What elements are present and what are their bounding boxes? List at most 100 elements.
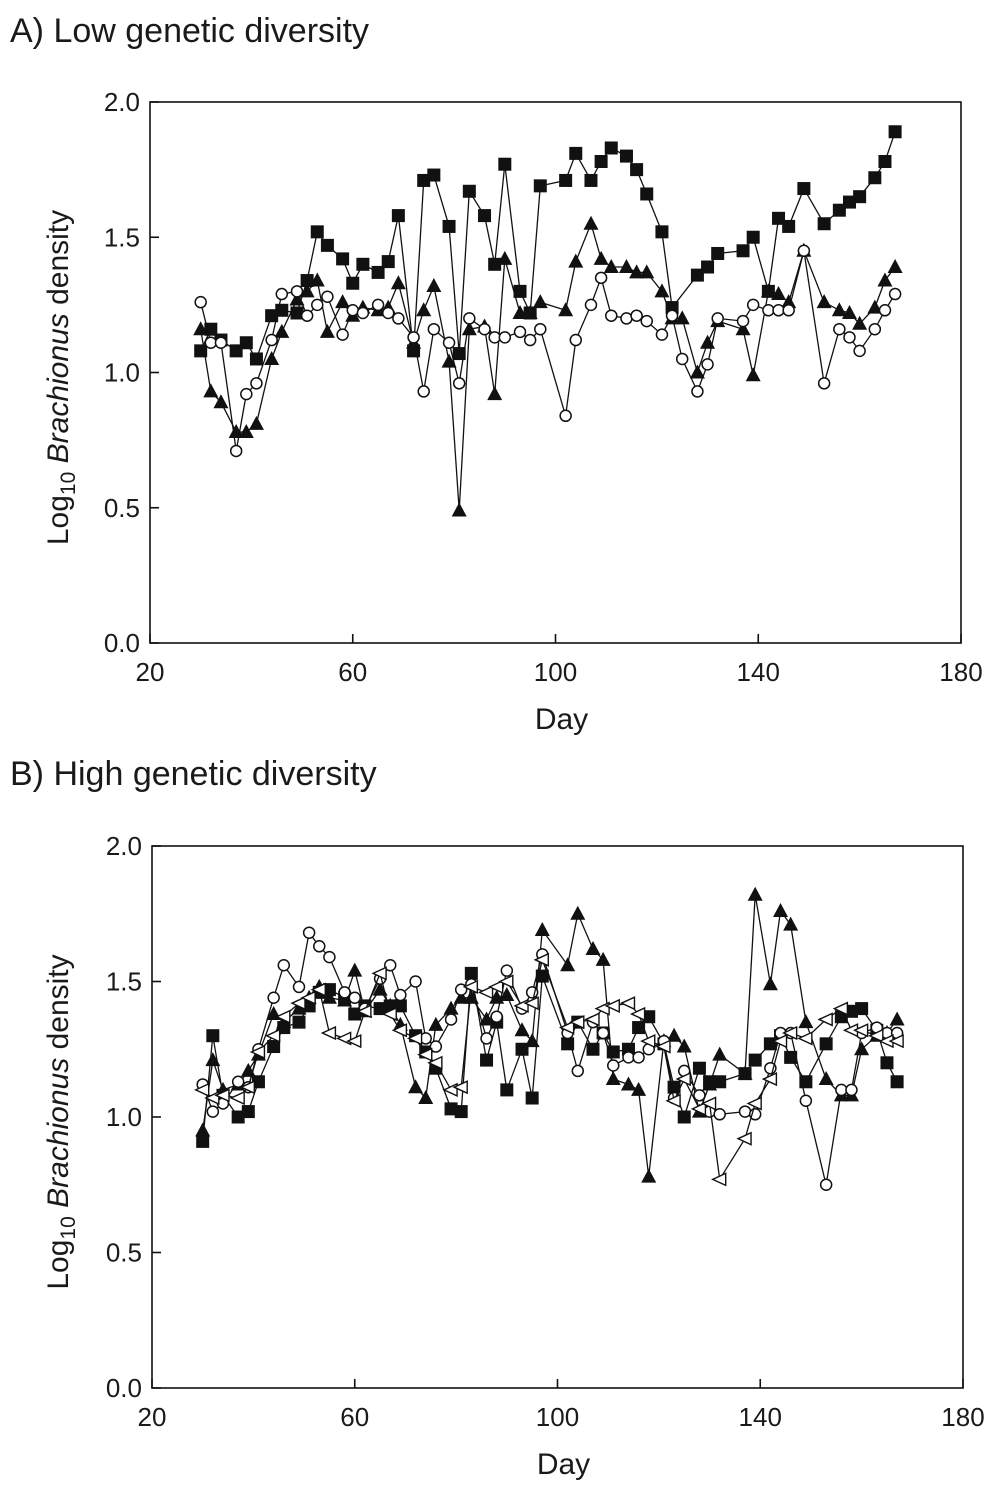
data-point-circles — [888, 287, 902, 301]
data-point-squares — [748, 1053, 762, 1067]
data-point-triangles — [666, 1027, 682, 1042]
data-point-triangles-left-open — [584, 1012, 600, 1027]
data-point-triangles-left-open — [417, 1047, 433, 1062]
data-point-circles — [868, 322, 882, 336]
data-point-circles — [346, 304, 359, 317]
data-point-triangles — [195, 1122, 211, 1137]
data-point-triangles-left-open — [604, 998, 620, 1013]
data-point-triangles-left-open — [371, 966, 387, 981]
data-point-circles — [275, 287, 289, 301]
data-point-triangles — [497, 250, 513, 265]
data-point-triangles — [639, 264, 655, 279]
data-point-squares — [320, 238, 334, 252]
series-squares — [196, 966, 904, 1148]
data-point-circles — [348, 991, 361, 1005]
data-point-squares — [391, 209, 405, 223]
data-point-squares — [204, 322, 218, 336]
data-point-triangles — [213, 394, 229, 409]
data-point-circles — [214, 336, 228, 349]
data-point-squares — [855, 1002, 869, 1016]
data-point-triangles — [593, 250, 609, 265]
data-point-circles — [277, 958, 291, 972]
data-point-circles — [665, 309, 679, 322]
series-triangles-left-open — [194, 952, 904, 1187]
data-point-squares — [239, 336, 253, 350]
data-point-squares — [797, 182, 811, 196]
data-point-triangles-left-open — [700, 1096, 717, 1111]
panel-a-title: A) Low genetic diversity — [10, 12, 370, 50]
data-point-squares — [832, 203, 846, 217]
data-point-squares — [584, 173, 598, 187]
data-point-circles — [571, 1064, 585, 1078]
data-point-triangles — [512, 304, 528, 319]
x-tick-label: 20 — [136, 657, 165, 687]
data-point-triangles — [760, 283, 776, 298]
data-point-squares — [346, 276, 360, 290]
data-point-circles — [300, 309, 314, 322]
data-point-triangles — [299, 283, 315, 298]
data-point-circles — [843, 331, 856, 344]
data-point-squares — [371, 265, 385, 279]
data-point-squares — [206, 1029, 220, 1043]
data-point-triangles — [841, 304, 857, 319]
data-point-triangles-left-open — [771, 1034, 788, 1049]
data-point-triangles-left-open — [690, 1101, 707, 1116]
data-point-circles — [632, 1051, 645, 1064]
data-point-triangles — [319, 323, 335, 338]
data-point-circles — [513, 325, 527, 339]
chart-panel-b: 20 60 100 140 180 0.0 0.5 1.0 1.5 2.0 Day Log10 Bra… — [42, 831, 985, 1481]
data-point-circles — [594, 271, 608, 285]
data-point-squares — [290, 306, 304, 320]
data-point-triangles — [522, 304, 538, 319]
data-point-triangles — [463, 989, 479, 1004]
data-point-triangles — [193, 321, 209, 336]
data-point-circles — [622, 1051, 635, 1064]
data-point-triangles-left-open — [594, 1001, 610, 1016]
chart-panel-a: 20 60 100 140 180 0.0 0.5 1.0 1.5 2.0 Day Log10 Bra… — [42, 87, 983, 736]
data-point-triangles — [877, 272, 893, 287]
y-axis-label: Log10 Brachionus density — [42, 210, 80, 545]
data-point-triangles — [674, 310, 690, 325]
data-point-triangles — [583, 215, 599, 230]
data-point-triangles-left-open — [619, 996, 636, 1011]
data-point-squares — [844, 1004, 858, 1018]
data-point-squares — [655, 225, 669, 239]
data-point-circles — [498, 331, 512, 344]
data-point-circles — [845, 1083, 858, 1097]
data-point-squares — [452, 347, 466, 361]
data-point-circles — [640, 314, 653, 328]
data-point-circles — [534, 322, 547, 336]
data-point-triangles-left-open — [746, 1096, 762, 1111]
data-point-squares — [478, 209, 492, 223]
data-point-triangles — [335, 294, 351, 309]
data-point-squares — [229, 344, 243, 358]
data-point-triangles — [745, 367, 761, 382]
data-point-triangles-left-open — [761, 1071, 778, 1087]
data-point-circles — [691, 385, 704, 398]
data-point-squares — [630, 163, 644, 177]
data-point-circles — [817, 377, 831, 390]
data-point-squares — [442, 219, 456, 233]
data-point-circles — [206, 1105, 220, 1118]
data-point-squares — [736, 244, 750, 258]
data-point-circles — [675, 352, 689, 366]
data-point-circles — [878, 304, 892, 317]
y-tick-label: 2.0 — [106, 831, 142, 861]
data-point-circles — [265, 333, 278, 347]
data-point-circles — [454, 983, 468, 996]
data-point-squares — [677, 1110, 691, 1124]
data-point-circles — [655, 328, 669, 341]
data-point-triangles — [605, 1071, 621, 1086]
data-point-triangles — [852, 315, 868, 330]
data-point-triangles — [205, 1052, 221, 1067]
data-point-circles — [559, 409, 572, 423]
data-point-triangles — [631, 1081, 647, 1096]
data-point-triangles-left-open — [229, 1090, 245, 1106]
data-point-circles — [463, 312, 476, 325]
data-point-triangles — [499, 987, 515, 1002]
data-point-triangles-left-open — [832, 1001, 849, 1016]
data-point-triangles — [762, 976, 778, 991]
data-point-circles — [292, 980, 306, 994]
data-point-circles — [313, 940, 326, 953]
data-point-circles — [762, 304, 775, 317]
